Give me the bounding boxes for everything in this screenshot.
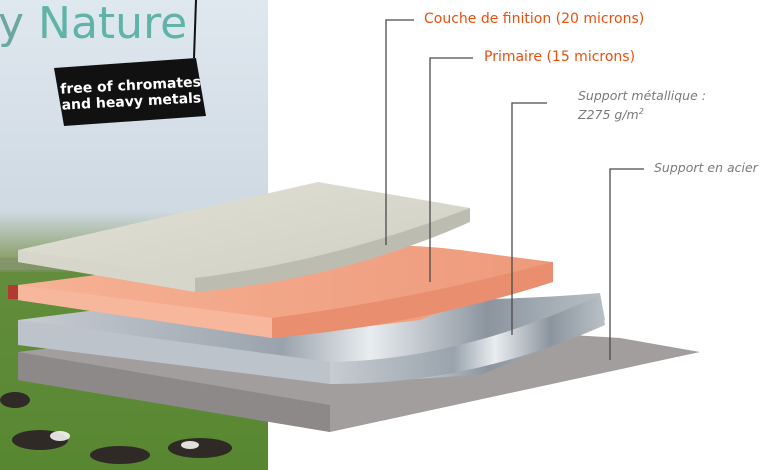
steel-leader-line xyxy=(609,168,644,360)
finish-leader-line xyxy=(385,19,414,245)
steel-layer-label: Support en acier xyxy=(654,160,758,175)
metal-layer-label-value: Z275 g/m xyxy=(578,107,639,123)
leader-lines xyxy=(385,19,644,360)
brand-title: y Nature xyxy=(0,0,187,50)
chromate-free-badge-background xyxy=(54,58,206,126)
primer-leader-line xyxy=(429,57,473,282)
finish-layer-label: Couche de finition (20 microns) xyxy=(424,11,645,27)
metal-layer-label-line-2: Z275 g/m2 xyxy=(578,104,706,123)
metal-layer-label-exponent: 2 xyxy=(638,107,644,116)
chromate-free-badge: free of chromates and heavy metals xyxy=(55,66,207,122)
brand-title-word: Nature xyxy=(38,0,188,49)
primer-layer-label: Primaire (15 microns) xyxy=(484,49,636,65)
metal-leader-line xyxy=(511,102,547,335)
metal-layer-label-line-1: Support métallique : xyxy=(578,88,706,103)
finish-layer xyxy=(18,182,470,292)
brand-title-prefix: y xyxy=(0,0,25,49)
metal-layer-label: Support métallique : Z275 g/m2 xyxy=(578,88,706,123)
